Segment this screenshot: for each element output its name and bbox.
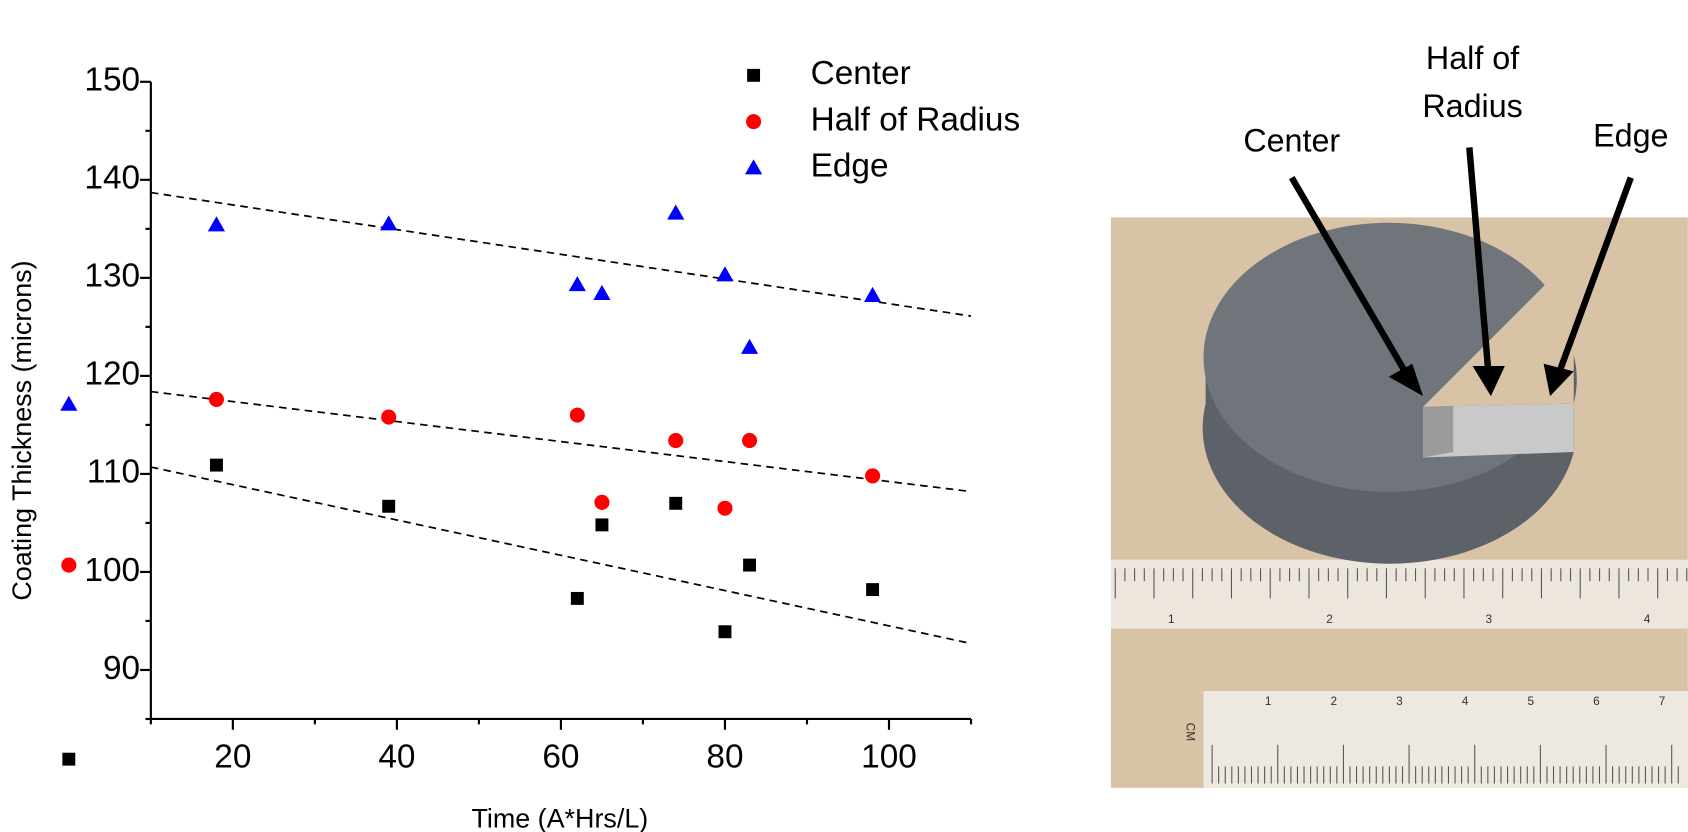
y-tick-label: 150 bbox=[84, 62, 140, 99]
point bbox=[62, 752, 76, 766]
x-tick-label: 60 bbox=[542, 739, 579, 776]
legend-label: Half of Radius bbox=[811, 101, 1021, 138]
ruler-unit: CM bbox=[1183, 723, 1197, 741]
point bbox=[382, 499, 396, 513]
x-axis-title: Time (A*Hrs/L) bbox=[471, 803, 648, 832]
y-tick-label: 140 bbox=[84, 160, 140, 197]
photo-label: Edge bbox=[1593, 117, 1668, 153]
ruler-number: 5 bbox=[1527, 694, 1534, 708]
arrowhead bbox=[1472, 365, 1505, 397]
arrow bbox=[1466, 147, 1492, 377]
legend-marker bbox=[744, 159, 763, 175]
arrowhead bbox=[1388, 363, 1424, 397]
ruler-number: 1 bbox=[1168, 612, 1175, 626]
x-tick-label: 100 bbox=[861, 739, 917, 776]
x-tick-label: 20 bbox=[214, 739, 251, 776]
photo: Center Half of Radius Edge CM 1 2 3 4 1 2 3 4 5 6… bbox=[1110, 40, 1688, 788]
point bbox=[668, 433, 684, 449]
point bbox=[207, 216, 226, 232]
x-tick-label: 40 bbox=[378, 739, 415, 776]
ruler-inch bbox=[1110, 559, 1688, 629]
cut-face-shadow bbox=[1423, 405, 1454, 458]
point bbox=[381, 409, 397, 425]
ruler-number: 2 bbox=[1326, 612, 1333, 626]
arrow bbox=[1554, 176, 1634, 378]
cut-face bbox=[1423, 403, 1574, 458]
x-tick-label: 80 bbox=[706, 739, 743, 776]
point bbox=[568, 276, 586, 292]
ruler-number: 6 bbox=[1593, 694, 1600, 708]
point bbox=[716, 266, 734, 282]
legend-label: Center bbox=[811, 55, 911, 92]
point bbox=[740, 338, 759, 354]
point bbox=[594, 494, 610, 510]
legend-marker bbox=[746, 114, 762, 130]
point bbox=[667, 204, 685, 220]
arrow bbox=[1288, 175, 1411, 379]
point bbox=[866, 583, 880, 597]
point bbox=[865, 468, 881, 484]
y-axis-title: Coating Thickness (microns) bbox=[7, 260, 37, 600]
point bbox=[717, 500, 733, 516]
y-tick-label: 90 bbox=[103, 650, 140, 687]
trend-line bbox=[150, 390, 972, 493]
ruler-number: 4 bbox=[1462, 694, 1469, 708]
ruler-number: 3 bbox=[1396, 694, 1403, 708]
legend-marker bbox=[747, 68, 761, 82]
ruler-number: 3 bbox=[1485, 612, 1492, 626]
point bbox=[669, 496, 683, 510]
arrowheads bbox=[1388, 363, 1574, 397]
photo-label: Radius bbox=[1422, 88, 1522, 124]
point bbox=[60, 395, 78, 411]
arrows bbox=[1288, 147, 1634, 379]
point bbox=[208, 391, 224, 407]
point bbox=[593, 284, 611, 301]
photo-label: Center bbox=[1243, 123, 1340, 159]
point bbox=[61, 557, 77, 573]
point bbox=[742, 433, 758, 449]
point bbox=[743, 558, 757, 572]
ruler-number: 1 bbox=[1265, 694, 1272, 708]
ruler-number: 2 bbox=[1330, 694, 1337, 708]
photo-label: Half of bbox=[1426, 40, 1520, 76]
arrowhead bbox=[1543, 363, 1574, 397]
trend-line bbox=[150, 466, 972, 645]
trend-line bbox=[150, 191, 972, 317]
y-tick-label: 100 bbox=[84, 552, 140, 589]
ruler-number: 4 bbox=[1644, 612, 1651, 626]
legend-label: Edge bbox=[811, 148, 889, 185]
y-tick-label: 110 bbox=[87, 454, 140, 491]
point bbox=[380, 215, 398, 231]
point bbox=[595, 518, 609, 532]
point bbox=[570, 591, 584, 605]
point bbox=[210, 458, 223, 472]
point bbox=[718, 625, 732, 639]
ruler-number: 7 bbox=[1659, 694, 1666, 708]
point bbox=[863, 286, 882, 302]
cut-gap bbox=[1423, 279, 1574, 407]
point bbox=[569, 407, 585, 423]
y-tick-label: 130 bbox=[84, 258, 140, 295]
ruler-cm bbox=[1203, 691, 1688, 788]
y-tick-label: 120 bbox=[84, 356, 140, 393]
